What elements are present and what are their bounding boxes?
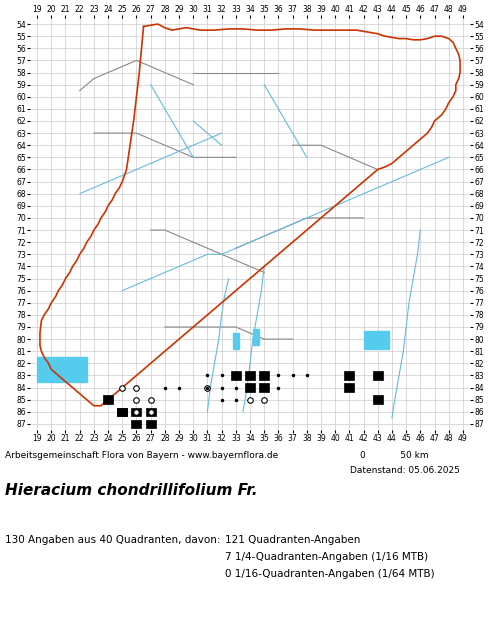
Bar — [146, 420, 156, 428]
Text: 121 Quadranten-Angaben: 121 Quadranten-Angaben — [225, 535, 360, 545]
Bar — [245, 371, 255, 379]
Bar — [132, 420, 141, 428]
Bar — [373, 396, 382, 404]
Bar — [344, 383, 354, 392]
Polygon shape — [370, 333, 385, 345]
Text: 7 1/4-Quadranten-Angaben (1/16 MTB): 7 1/4-Quadranten-Angaben (1/16 MTB) — [225, 552, 428, 562]
Polygon shape — [253, 329, 258, 345]
Bar — [245, 383, 255, 392]
Bar — [132, 407, 141, 416]
Bar — [259, 383, 269, 392]
Text: Arbeitsgemeinschaft Flora von Bayern - www.bayernflora.de: Arbeitsgemeinschaft Flora von Bayern - w… — [5, 451, 278, 460]
Polygon shape — [37, 357, 87, 381]
Bar — [344, 371, 354, 379]
Text: Hieracium chondrillifolium Fr.: Hieracium chondrillifolium Fr. — [5, 483, 258, 498]
Text: 0            50 km: 0 50 km — [360, 451, 428, 460]
Bar — [231, 371, 241, 379]
Bar — [146, 407, 156, 416]
Text: 130 Angaben aus 40 Quadranten, davon:: 130 Angaben aus 40 Quadranten, davon: — [5, 535, 220, 545]
Text: 0 1/16-Quadranten-Angaben (1/64 MTB): 0 1/16-Quadranten-Angaben (1/64 MTB) — [225, 569, 434, 579]
Polygon shape — [233, 333, 238, 349]
Polygon shape — [364, 330, 389, 349]
Bar — [103, 396, 113, 404]
Bar — [259, 371, 269, 379]
Text: Datenstand: 05.06.2025: Datenstand: 05.06.2025 — [350, 466, 460, 475]
Bar — [118, 407, 127, 416]
Bar — [373, 371, 382, 379]
Bar — [118, 407, 127, 416]
